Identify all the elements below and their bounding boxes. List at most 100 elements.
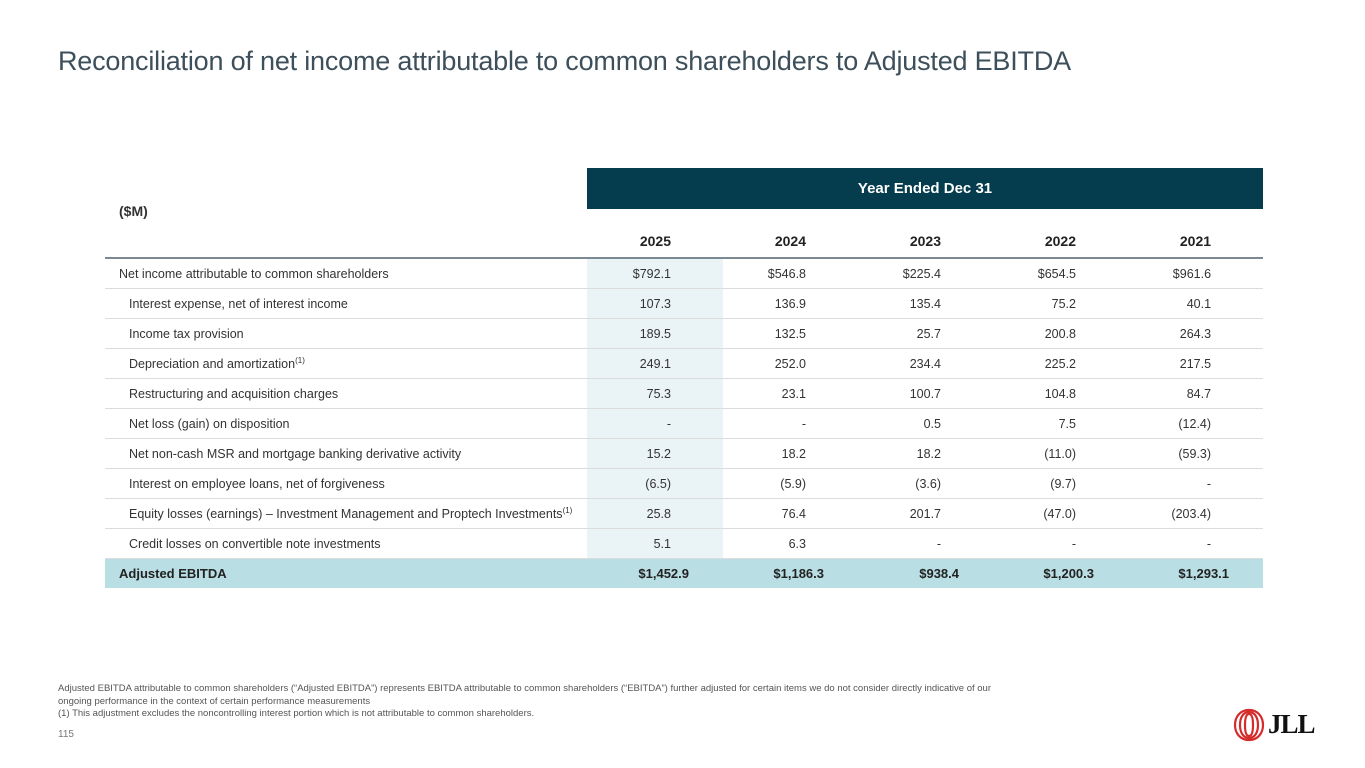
- cell-2022: (47.0): [993, 498, 1128, 529]
- year-banner-row: Year Ended Dec 31: [105, 168, 1264, 209]
- cell-2025: $792.1: [587, 258, 723, 289]
- cell-2025: 25.8: [587, 498, 723, 529]
- cell-2025: 5.1: [587, 528, 723, 559]
- cell-2024: $546.8: [723, 258, 858, 289]
- row-label-text: Credit losses on convertible note invest…: [129, 536, 381, 551]
- cell-2023: 25.7: [858, 318, 993, 349]
- cell-2023: -: [858, 528, 993, 559]
- cell-2025: 107.3: [587, 288, 723, 319]
- cell-2021: (59.3): [1128, 438, 1264, 469]
- year-banner: Year Ended Dec 31: [587, 168, 1264, 209]
- cell-2024: 6.3: [723, 528, 858, 559]
- cell-2023: 0.5: [858, 408, 993, 439]
- row-label: Net loss (gain) on disposition: [105, 408, 587, 439]
- row-label: Net income attributable to common shareh…: [105, 258, 587, 289]
- cell-2022: -: [993, 528, 1128, 559]
- cell-2023: 234.4: [858, 348, 993, 379]
- reconciliation-table: Year Ended Dec 31 ($M) 2025 2024 2023 2022 2…: [105, 168, 1264, 588]
- jll-logo-text: JLL: [1268, 709, 1316, 739]
- unit-label: ($M): [119, 203, 148, 219]
- cell-2021: (12.4): [1128, 408, 1264, 439]
- row-label: Depreciation and amortization(1): [105, 348, 587, 379]
- year-header-2021: 2021: [1128, 209, 1264, 259]
- cell-2022: (11.0): [993, 438, 1128, 469]
- total-cell-2024: $1,186.3: [723, 558, 858, 588]
- row-label-text: Interest expense, net of interest income: [129, 296, 348, 311]
- cell-2021: -: [1128, 468, 1264, 499]
- cell-2024: 132.5: [723, 318, 858, 349]
- cell-2025: (6.5): [587, 468, 723, 499]
- year-header-2024: 2024: [723, 209, 858, 259]
- total-cell-2021: $1,293.1: [1128, 558, 1264, 588]
- cell-2024: 18.2: [723, 438, 858, 469]
- cell-2021: 264.3: [1128, 318, 1264, 349]
- footnote-definition: Adjusted EBITDA attributable to common s…: [58, 683, 991, 707]
- cell-2022: 104.8: [993, 378, 1128, 409]
- row-label: Credit losses on convertible note invest…: [105, 528, 587, 559]
- table-row: Interest expense, net of interest income…: [105, 288, 1264, 319]
- cell-2023: 201.7: [858, 498, 993, 529]
- table-row: Net loss (gain) on disposition - -0.5 7.5 (1…: [105, 408, 1264, 439]
- footnote: Adjusted EBITDA attributable to common s…: [58, 683, 1018, 721]
- total-cell-2022: $1,200.3: [993, 558, 1128, 588]
- total-label: Adjusted EBITDA: [105, 558, 587, 588]
- cell-2022: 75.2: [993, 288, 1128, 319]
- page-title: Reconciliation of net income attributabl…: [58, 46, 1071, 76]
- year-header-2022: 2022: [993, 209, 1128, 259]
- table-row: Depreciation and amortization(1) 249.1 252…: [105, 348, 1264, 379]
- row-label-text: Income tax provision: [129, 326, 244, 341]
- cell-2024: 23.1: [723, 378, 858, 409]
- page-number: 115: [58, 729, 74, 740]
- row-label-text: Restructuring and acquisition charges: [129, 386, 339, 401]
- total-cell-2023: $938.4: [858, 558, 993, 588]
- cell-2023: 135.4: [858, 288, 993, 319]
- row-label-text: Net non-cash MSR and mortgage banking de…: [129, 446, 462, 461]
- cell-2023: 18.2: [858, 438, 993, 469]
- row-label: Net non-cash MSR and mortgage banking de…: [105, 438, 587, 469]
- year-header-2025: 2025: [587, 209, 723, 259]
- cell-2022: 7.5: [993, 408, 1128, 439]
- row-label-text: Net loss (gain) on disposition: [129, 416, 290, 431]
- cell-2024: 252.0: [723, 348, 858, 379]
- cell-2021: -: [1128, 528, 1264, 559]
- reconciliation-table-container: Year Ended Dec 31 ($M) 2025 2024 2023 2022 2…: [105, 168, 1264, 588]
- row-label: Restructuring and acquisition charges: [105, 378, 587, 409]
- row-label: Equity losses (earnings) – Investment Ma…: [105, 498, 587, 529]
- cell-2021: 40.1: [1128, 288, 1264, 319]
- table-row: Credit losses on convertible note invest…: [105, 528, 1264, 559]
- table-row: Net income attributable to common shareh…: [105, 258, 1264, 289]
- table-row: Interest on employee loans, net of forgi…: [105, 468, 1264, 499]
- cell-2021: (203.4): [1128, 498, 1264, 529]
- year-header-2023: 2023: [858, 209, 993, 259]
- footnote-1: (1) This adjustment excludes the noncont…: [58, 708, 535, 719]
- cell-2021: 217.5: [1128, 348, 1264, 379]
- row-label: Interest expense, net of interest income: [105, 288, 587, 319]
- cell-2023: 100.7: [858, 378, 993, 409]
- row-label-text: Net income attributable to common shareh…: [119, 266, 389, 281]
- row-label-text: Interest on employee loans, net of forgi…: [129, 476, 385, 491]
- cell-2022: 200.8: [993, 318, 1128, 349]
- cell-2022: (9.7): [993, 468, 1128, 499]
- cell-2024: 136.9: [723, 288, 858, 319]
- jll-logo-icon: [1233, 708, 1265, 742]
- table-row: Restructuring and acquisition charges 75.…: [105, 378, 1264, 409]
- cell-2023: (3.6): [858, 468, 993, 499]
- cell-2025: 75.3: [587, 378, 723, 409]
- cell-2024: -: [723, 408, 858, 439]
- cell-2025: 249.1: [587, 348, 723, 379]
- cell-2022: $654.5: [993, 258, 1128, 289]
- footnote-marker: (1): [562, 506, 573, 515]
- row-label-text: Equity losses (earnings) – Investment Ma…: [129, 507, 563, 521]
- table-row: Equity losses (earnings) – Investment Ma…: [105, 498, 1264, 529]
- table-row: Net non-cash MSR and mortgage banking de…: [105, 438, 1264, 469]
- row-label: Income tax provision: [105, 318, 587, 349]
- footnote-marker: (1): [295, 356, 305, 365]
- cell-2023: $225.4: [858, 258, 993, 289]
- cell-2024: (5.9): [723, 468, 858, 499]
- cell-2025: 189.5: [587, 318, 723, 349]
- cell-2022: 225.2: [993, 348, 1128, 379]
- cell-2021: 84.7: [1128, 378, 1264, 409]
- total-row: Adjusted EBITDA $1,452.9 $1,186.3 $938.4 $1,…: [105, 558, 1264, 588]
- header-row: ($M) 2025 2024 2023 2022 2021: [105, 203, 1264, 259]
- row-label: Interest on employee loans, net of forgi…: [105, 468, 587, 499]
